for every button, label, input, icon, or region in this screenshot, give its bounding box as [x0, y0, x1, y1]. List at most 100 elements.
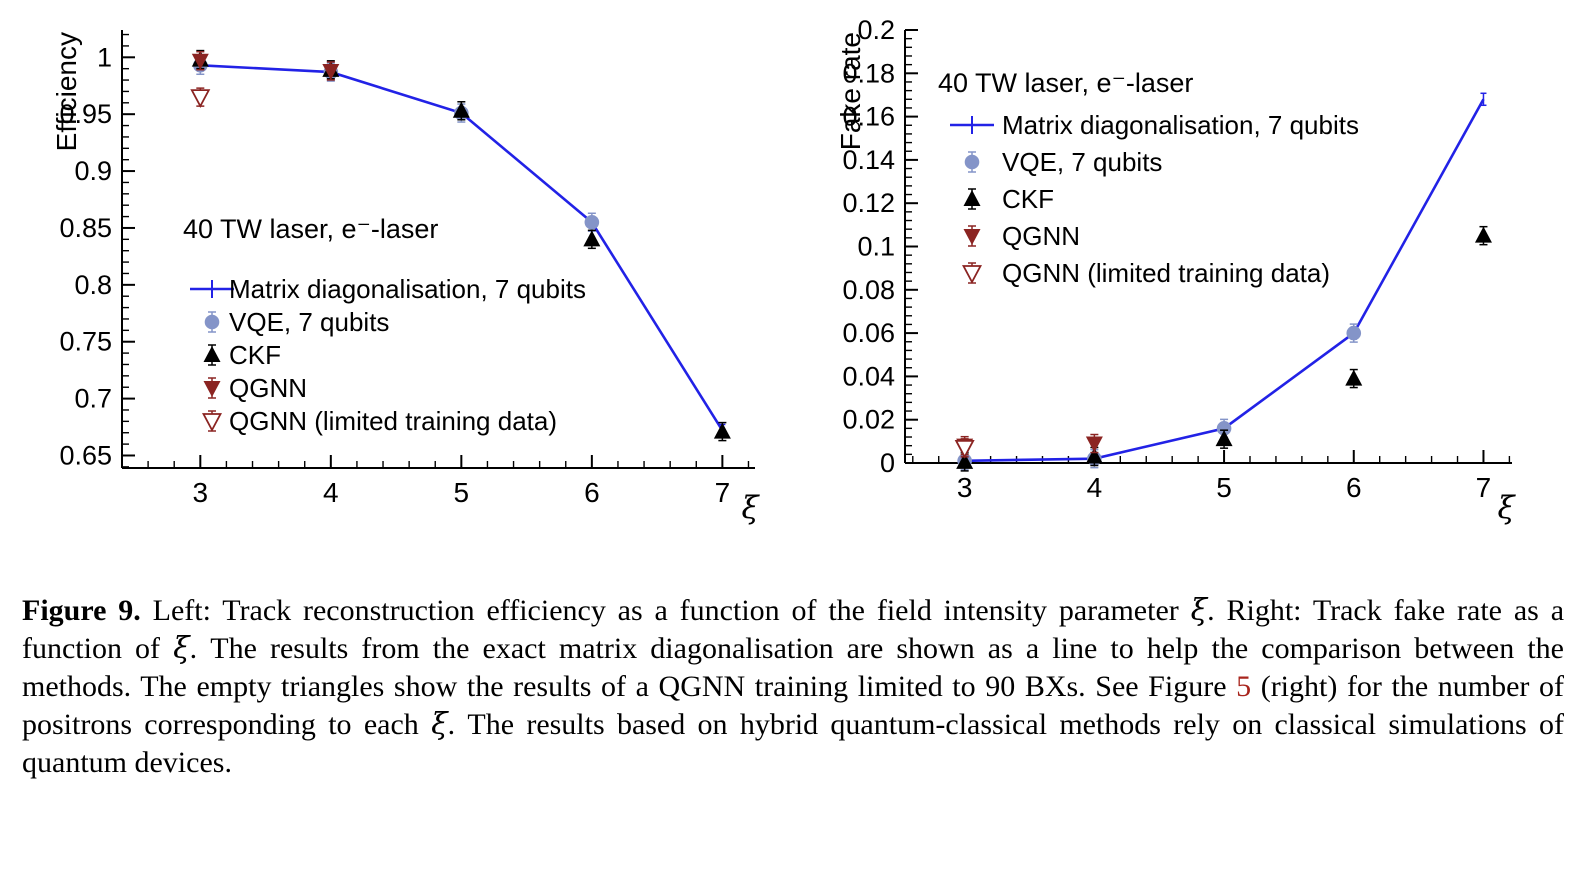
legend-entry-matrix-diagonalisation-7-qubits: Matrix diagonalisation, 7 qubits	[950, 110, 1359, 140]
triangle-down-open-marker	[962, 265, 982, 284]
caption-segment: ξ	[173, 631, 190, 666]
x-tick-label: 3	[193, 477, 209, 508]
fake-rate-plot: 0 0.02 0.04 0.06 0.08 0.1 0.12 0.14 0.16 0.18 0.2 3…	[835, 15, 1516, 526]
y-tick-label: 0.65	[59, 440, 112, 470]
legend-label: QGNN	[1002, 221, 1080, 251]
y-tick-label: 0.04	[842, 361, 895, 391]
triangle-down-marker	[963, 229, 981, 245]
x-tick-label: 5	[454, 477, 470, 508]
y-tick-label: 0	[880, 448, 895, 478]
y-axis-title: Fake rate	[835, 32, 866, 150]
legend: 40 TW laser, e⁻-laser Matrix diagonalisat…	[938, 68, 1359, 288]
x-axis-title: ξ	[1497, 490, 1516, 526]
legend-label: VQE, 7 qubits	[1002, 147, 1162, 177]
series-qgnn	[956, 433, 1103, 456]
legend-label: QGNN	[229, 373, 307, 403]
y-tick-label: 1	[97, 42, 112, 72]
legend-label: Matrix diagonalisation, 7 qubits	[1002, 110, 1359, 140]
series-ckf	[956, 225, 1492, 472]
triangle-up-marker	[713, 422, 731, 439]
x-axis-title: ξ	[741, 490, 760, 526]
y-tick-label: 0.75	[59, 327, 112, 357]
y-tick-label: 0.85	[59, 213, 112, 243]
legend-label: CKF	[229, 340, 281, 370]
x-tick-label: 6	[1346, 472, 1362, 503]
x-tick-label: 4	[1087, 472, 1103, 503]
legend-entry-ckf: CKF	[203, 340, 281, 370]
x-tick-label: 4	[323, 477, 339, 508]
y-tick-label: 0.7	[74, 384, 112, 414]
triangle-down-marker	[191, 53, 209, 70]
circle-marker	[204, 314, 220, 330]
legend-entry-ckf: CKF	[963, 184, 1054, 214]
legend-label: VQE, 7 qubits	[229, 307, 389, 337]
y-tick-label: 0.95	[59, 99, 112, 129]
triangle-up-marker	[583, 230, 601, 247]
x-tick-label: 6	[584, 477, 600, 508]
y-tick-label: 0.9	[74, 156, 112, 186]
series-qgnn-limited-training-data	[190, 87, 211, 109]
caption-segment: . The results from the exact matrix diag…	[22, 632, 1564, 703]
y-tick-label: 0.16	[842, 102, 895, 132]
triangle-up-marker	[452, 101, 470, 118]
triangle-up-marker	[1215, 430, 1233, 447]
figure-caption: Figure 9. Left: Track reconstruction eff…	[22, 592, 1564, 782]
triangle-down-marker	[203, 381, 221, 397]
legend-entry-vqe-7-qubits: VQE, 7 qubits	[204, 307, 389, 337]
y-tick-label: 0.18	[842, 58, 895, 88]
triangle-up-marker	[963, 190, 981, 206]
y-tick-label: 0.1	[857, 232, 895, 262]
y-tick-label: 0.2	[857, 15, 895, 45]
series-vqe-7-qubits	[957, 323, 1362, 471]
x-tick-label: 5	[1216, 472, 1232, 503]
triangle-up-marker	[1345, 369, 1363, 386]
triangle-up-marker	[956, 452, 974, 469]
y-tick-label: 0.14	[842, 145, 895, 175]
legend-label: QGNN (limited training data)	[229, 406, 557, 436]
legend-label: CKF	[1002, 184, 1054, 214]
caption-segment: Figure 9.	[22, 594, 141, 627]
legend: 40 TW laser, e⁻-laser Matrix diagonalisat…	[183, 214, 586, 436]
legend-label: Matrix diagonalisation, 7 qubits	[229, 274, 586, 304]
caption-segment: Left: Track reconstruction efficiency as…	[140, 594, 1191, 627]
triangle-down-open-marker	[202, 413, 222, 432]
series-vqe-7-qubits	[193, 55, 600, 233]
y-tick-label: 0.8	[74, 270, 112, 300]
y-tick-label: 0.08	[842, 275, 895, 305]
triangle-down-open-marker	[190, 89, 211, 109]
triangle-down-marker	[1085, 436, 1103, 453]
triangle-down-open-marker	[954, 439, 975, 459]
triangle-down-marker	[322, 63, 340, 80]
triangle-up-marker	[203, 346, 221, 362]
caption-segment: ξ	[431, 707, 448, 742]
legend-entry-qgnn-limited-training-data: QGNN (limited training data)	[202, 406, 557, 436]
figure-5-link[interactable]: 5	[1236, 670, 1252, 703]
circle-marker	[584, 214, 600, 230]
series-qgnn-limited-training-data	[954, 438, 975, 459]
efficiency-plot: 0.65 0.7 0.75 0.8 0.85 0.9 0.95 1 3 4 5 6 7 Efficienc…	[51, 30, 760, 526]
circle-marker	[1216, 421, 1232, 436]
legend-header: 40 TW laser, e⁻-laser	[938, 68, 1193, 98]
legend-label: QGNN (limited training data)	[1002, 258, 1330, 288]
triangle-up-marker	[1474, 226, 1492, 243]
caption-segment: ξ	[1190, 593, 1208, 628]
series-qgnn	[191, 50, 340, 81]
legend-header: 40 TW laser, e⁻-laser	[183, 214, 438, 244]
circle-marker	[1346, 325, 1362, 341]
caption-segment: . Right: Track fake rate as a function o…	[22, 594, 1565, 665]
y-tick-label: 0.06	[842, 318, 895, 348]
legend-entry-qgnn: QGNN	[203, 373, 307, 403]
caption-segment: (right) for the number of positrons corr…	[22, 670, 1564, 741]
legend-entry-vqe-7-qubits: VQE, 7 qubits	[964, 147, 1162, 177]
y-tick-label: 0.02	[842, 405, 895, 435]
y-tick-label: 0.12	[842, 188, 895, 218]
triangle-up-marker	[1085, 447, 1103, 464]
x-tick-label: 3	[957, 472, 973, 503]
legend-entry-qgnn: QGNN	[963, 221, 1080, 251]
y-axis-title: Efficiency	[51, 32, 82, 151]
caption-segment: . The results based on hybrid quantum-cl…	[22, 708, 1565, 779]
legend-entry-qgnn-limited-training-data: QGNN (limited training data)	[962, 258, 1330, 288]
legend-entry-matrix-diagonalisation-7-qubits: Matrix diagonalisation, 7 qubits	[190, 274, 586, 304]
circle-marker	[964, 154, 980, 170]
